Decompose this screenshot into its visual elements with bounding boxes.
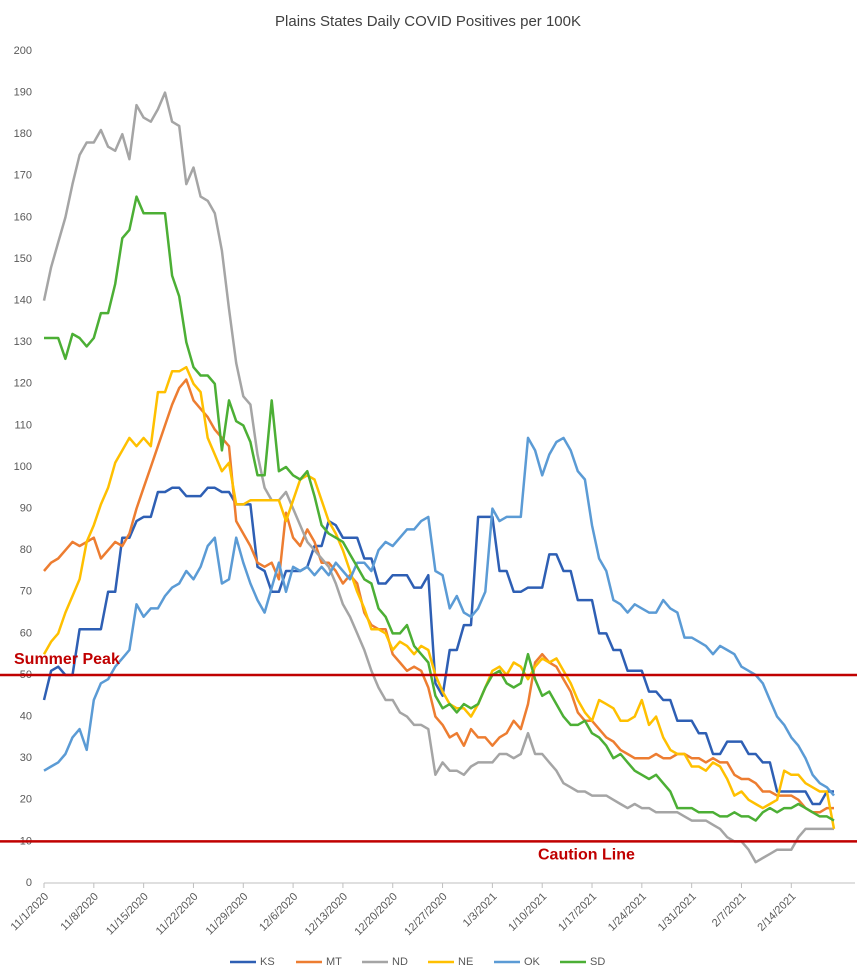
legend-label: NE xyxy=(458,956,473,968)
series-line xyxy=(43,436,835,797)
y-tick-label: 40 xyxy=(20,711,32,723)
y-tick-label: 160 xyxy=(14,211,32,223)
reference-label: Summer Peak xyxy=(14,651,120,668)
legend-label: MT xyxy=(326,956,342,968)
legend-label: SD xyxy=(590,956,605,968)
series-line xyxy=(42,91,834,864)
y-tick-label: 170 xyxy=(14,170,32,182)
y-tick-label: 180 xyxy=(14,128,32,140)
y-tick-label: 70 xyxy=(20,586,32,598)
series-line xyxy=(44,195,835,822)
y-tick-label: 200 xyxy=(14,45,32,57)
y-tick-label: 150 xyxy=(14,253,32,265)
legend-label: KS xyxy=(260,956,275,968)
y-tick-label: 0 xyxy=(26,877,32,889)
y-tick-label: 190 xyxy=(14,87,32,99)
legend-label: OK xyxy=(524,956,541,968)
y-tick-label: 80 xyxy=(20,544,32,556)
y-tick-label: 120 xyxy=(14,378,32,390)
series-line xyxy=(42,486,834,806)
series-line xyxy=(42,365,836,830)
y-tick-label: 140 xyxy=(14,295,32,307)
y-tick-label: 130 xyxy=(14,336,32,348)
y-tick-label: 20 xyxy=(20,794,32,806)
legend-label: ND xyxy=(392,956,408,968)
y-tick-label: 90 xyxy=(20,503,32,515)
chart-title: Plains States Daily COVID Positives per … xyxy=(275,13,581,30)
series-line xyxy=(43,378,834,814)
y-tick-label: 110 xyxy=(14,419,32,431)
y-tick-label: 60 xyxy=(20,627,32,639)
reference-label: Caution Line xyxy=(538,847,635,864)
y-tick-label: 100 xyxy=(14,461,32,473)
y-tick-label: 30 xyxy=(20,752,32,764)
